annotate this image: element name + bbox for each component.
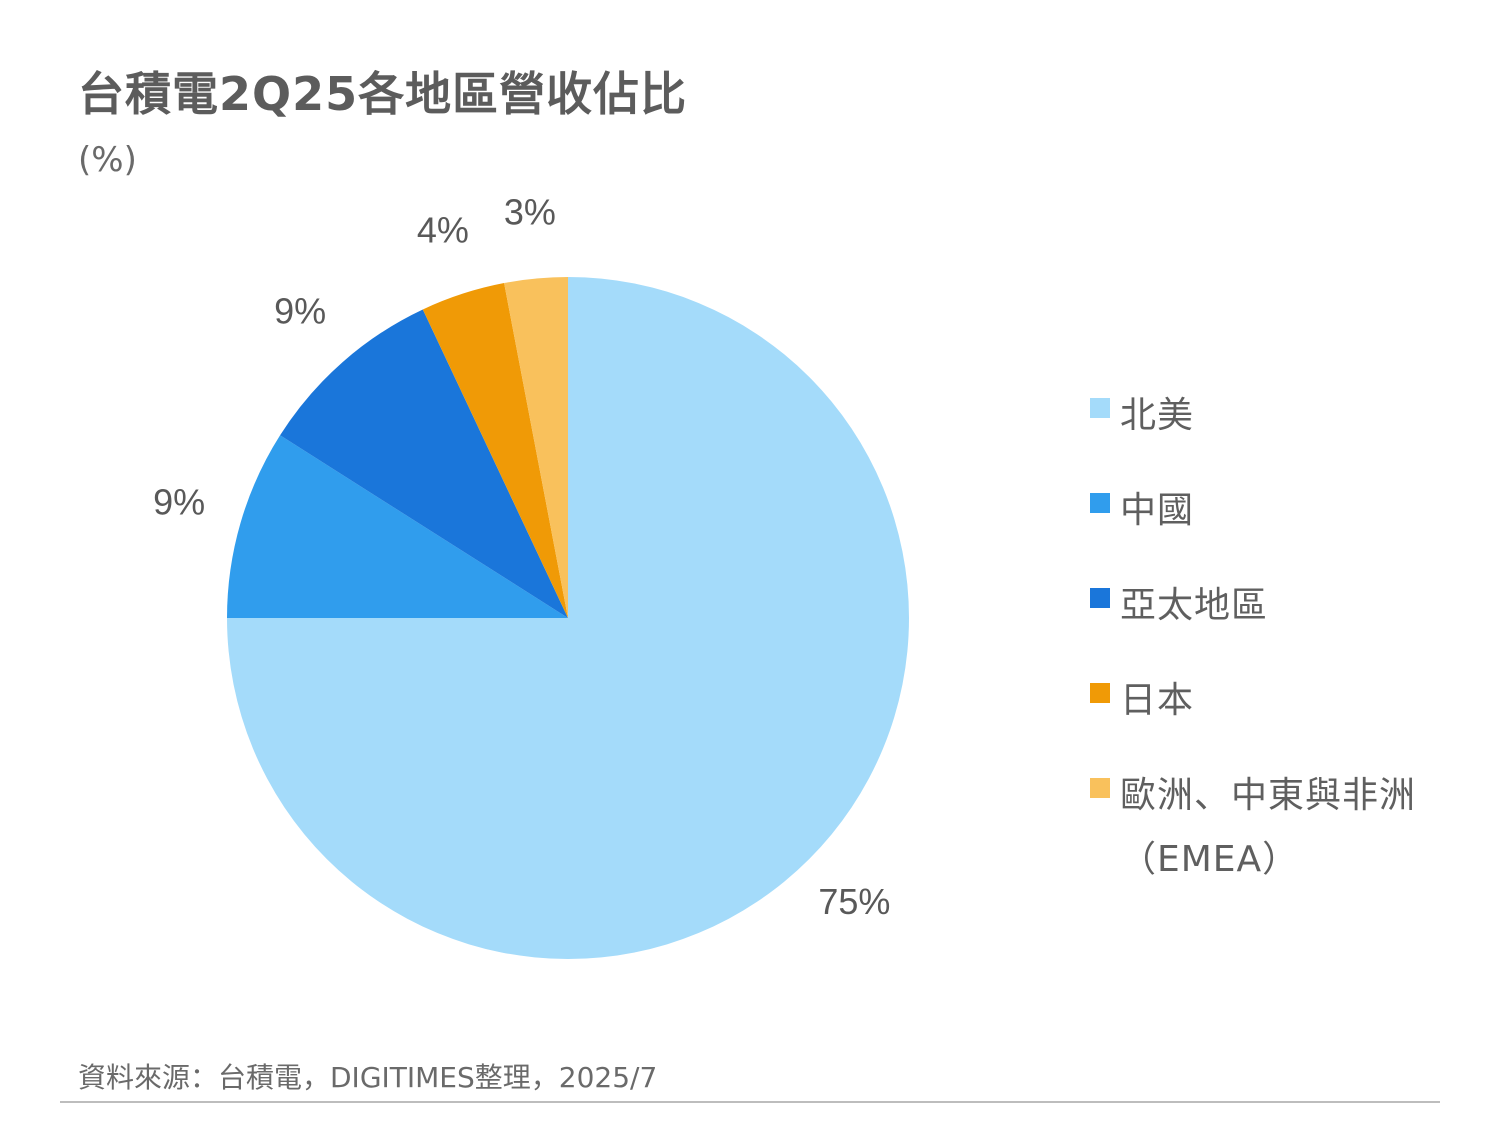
legend-swatch-5 xyxy=(1090,778,1110,798)
data-label-5: 3% xyxy=(504,191,556,232)
bottom-divider xyxy=(60,1101,1440,1103)
legend-item-2: 中國 xyxy=(1090,475,1450,570)
chart-title: 台積電2Q25各地區營收佔比 xyxy=(78,67,688,121)
legend-swatch-4 xyxy=(1090,683,1110,703)
source-note: 資料來源：台積電，DIGITIMES整理，2025/7 xyxy=(78,1061,658,1094)
data-label-1: 75% xyxy=(818,881,890,922)
legend-label-2: 中國 xyxy=(1120,490,1195,531)
legend-item-3: 亞太地區 xyxy=(1090,570,1450,665)
data-label-3: 9% xyxy=(274,291,326,332)
data-label-4: 4% xyxy=(417,209,469,250)
legend-swatch-3 xyxy=(1090,588,1110,608)
pie-slice-5 xyxy=(504,277,568,618)
legend-label-4: 日本 xyxy=(1120,680,1195,721)
data-label-2: 9% xyxy=(153,482,205,523)
pie-slice-2 xyxy=(227,435,568,618)
legend-label-1: 北美 xyxy=(1120,395,1195,436)
legend-item-1: 北美 xyxy=(1090,380,1450,475)
pie-slices xyxy=(227,277,909,959)
pie-slice-3 xyxy=(280,309,568,618)
pie-slice-4 xyxy=(422,283,568,618)
legend-swatch-2 xyxy=(1090,493,1110,513)
legend-item-4: 日本 xyxy=(1090,665,1450,760)
chart-subtitle: (%) xyxy=(78,140,137,180)
chart-legend: 北美中國亞太地區日本歐洲、中東與非洲（EMEA） xyxy=(1090,380,1450,880)
legend-label-5: 歐洲、中東與非洲（EMEA） xyxy=(1120,775,1417,880)
legend-label-3: 亞太地區 xyxy=(1120,585,1269,626)
pie-data-labels: 75% 9% 9% 4% 3% xyxy=(153,191,890,922)
legend-swatch-1 xyxy=(1090,398,1110,418)
legend-item-5: 歐洲、中東與非洲（EMEA） xyxy=(1090,760,1450,880)
